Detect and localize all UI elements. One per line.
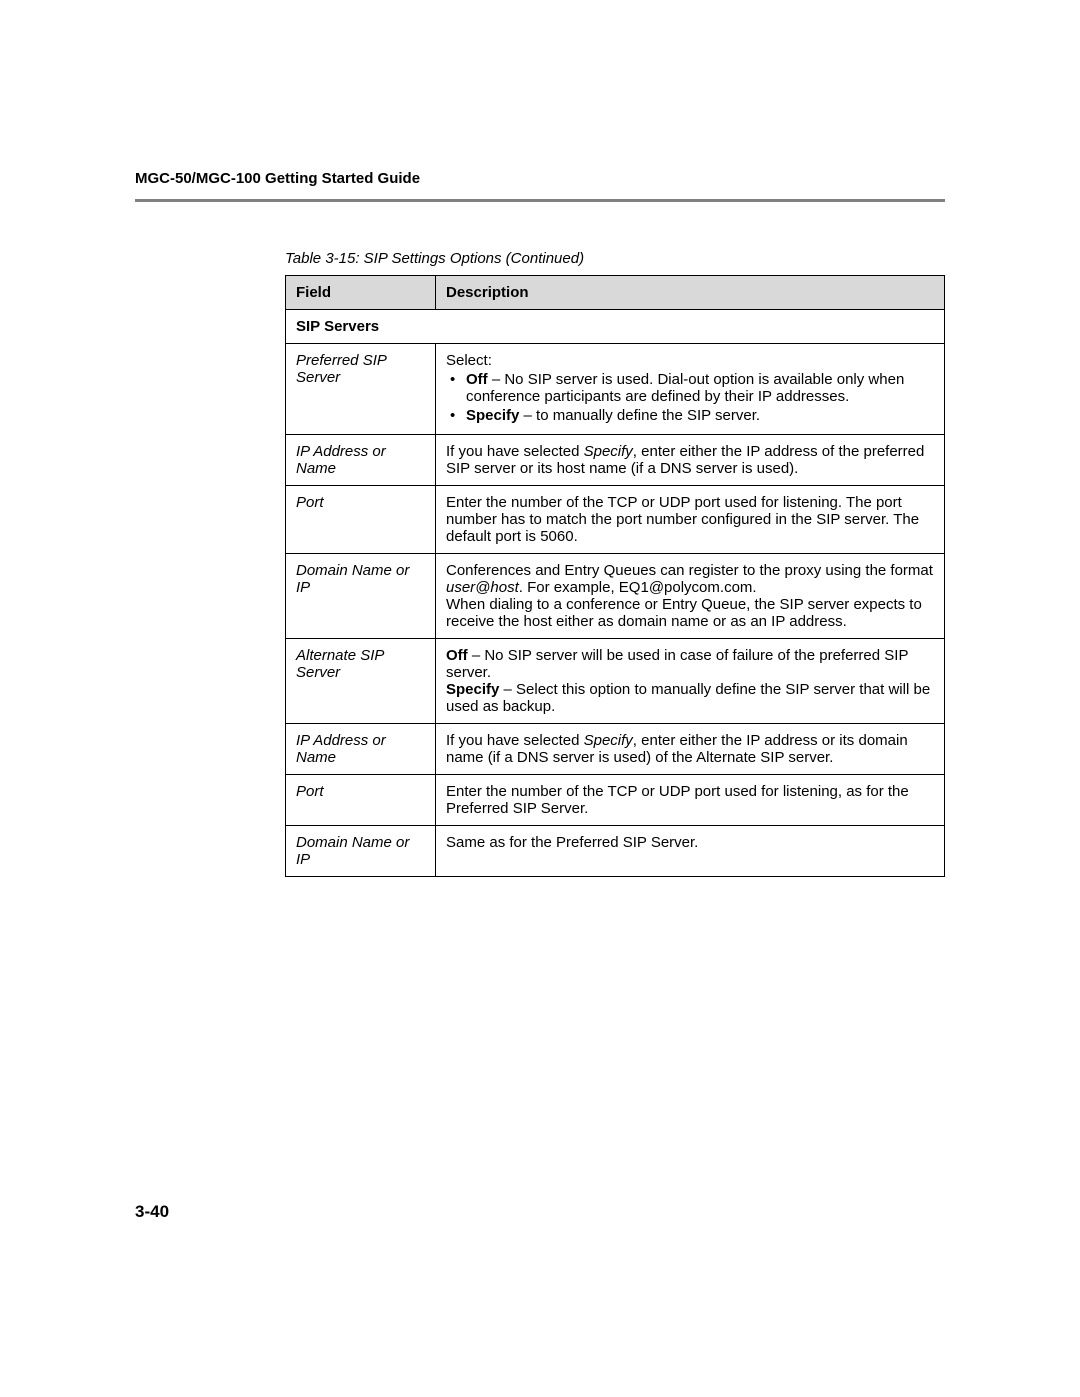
alt-specify-text: – Select this option to manually define … — [446, 681, 930, 715]
field-description: Same as for the Preferred SIP Server. — [436, 826, 945, 877]
alt-off-bold: Off — [446, 647, 468, 664]
row-domain-2: Domain Name or IP Same as for the Prefer… — [286, 826, 945, 877]
header-rule — [135, 199, 945, 202]
field-description: Select: Off – No SIP server is used. Dia… — [436, 344, 945, 435]
part1: If you have selected — [446, 443, 584, 460]
desc-line1: Conferences and Entry Queues can registe… — [446, 562, 934, 596]
intro-text: Select: — [446, 352, 934, 369]
field-description: Enter the number of the TCP or UDP port … — [436, 486, 945, 554]
col-field: Field — [286, 276, 436, 310]
field-name: Preferred SIP Server — [286, 344, 436, 435]
italic-specify: Specify — [584, 443, 633, 460]
alt-specify-bold: Specify — [446, 681, 499, 698]
row-preferred-sip-server: Preferred SIP Server Select: Off – No SI… — [286, 344, 945, 435]
table-header-row: Field Description — [286, 276, 945, 310]
option-off: Off – No SIP server is used. Dial-out op… — [446, 371, 934, 405]
option-list: Off – No SIP server is used. Dial-out op… — [446, 371, 934, 424]
field-description: Off – No SIP server will be used in case… — [436, 639, 945, 724]
row-ip-address-2: IP Address or Name If you have selected … — [286, 724, 945, 775]
desc-text: Enter the number of the TCP or UDP port … — [446, 494, 934, 545]
alt-off-text: – No SIP server will be used in case of … — [446, 647, 908, 681]
field-name: IP Address or Name — [286, 724, 436, 775]
field-name: IP Address or Name — [286, 435, 436, 486]
field-description: If you have selected Specify, enter eith… — [436, 724, 945, 775]
italic-userhost: user@host — [446, 579, 519, 596]
option-specify-text: – to manually define the SIP server. — [519, 407, 760, 424]
option-off-text: – No SIP server is used. Dial-out option… — [466, 371, 904, 405]
section-label: SIP Servers — [286, 310, 945, 344]
field-name: Alternate SIP Server — [286, 639, 436, 724]
table-caption: Table 3-15: SIP Settings Options (Contin… — [285, 250, 945, 267]
section-row-sip-servers: SIP Servers — [286, 310, 945, 344]
field-name: Domain Name or IP — [286, 826, 436, 877]
row-domain-1: Domain Name or IP Conferences and Entry … — [286, 554, 945, 639]
row-port-1: Port Enter the number of the TCP or UDP … — [286, 486, 945, 554]
col-description: Description — [436, 276, 945, 310]
part1: If you have selected — [446, 732, 584, 749]
page: MGC-50/MGC-100 Getting Started Guide Tab… — [0, 0, 1080, 1397]
part2: . For example, EQ1@polycom.com. — [519, 579, 757, 596]
row-port-2: Port Enter the number of the TCP or UDP … — [286, 775, 945, 826]
sip-options-table: Field Description SIP Servers Preferred … — [285, 275, 945, 877]
row-alternate-sip-server: Alternate SIP Server Off – No SIP server… — [286, 639, 945, 724]
option-specify: Specify – to manually define the SIP ser… — [446, 407, 934, 424]
desc-text: If you have selected Specify, enter eith… — [446, 732, 934, 766]
desc-text: If you have selected Specify, enter eith… — [446, 443, 934, 477]
field-name: Port — [286, 775, 436, 826]
field-description: If you have selected Specify, enter eith… — [436, 435, 945, 486]
option-off-bold: Off — [466, 371, 488, 388]
field-name: Domain Name or IP — [286, 554, 436, 639]
part1: Conferences and Entry Queues can registe… — [446, 562, 933, 579]
italic-specify: Specify — [584, 732, 633, 749]
field-description: Conferences and Entry Queues can registe… — [436, 554, 945, 639]
field-description: Enter the number of the TCP or UDP port … — [436, 775, 945, 826]
option-specify-bold: Specify — [466, 407, 519, 424]
document-header: MGC-50/MGC-100 Getting Started Guide — [135, 170, 945, 187]
desc-text: Enter the number of the TCP or UDP port … — [446, 783, 934, 817]
desc-line2: When dialing to a conference or Entry Qu… — [446, 596, 934, 630]
page-number: 3-40 — [135, 1202, 169, 1222]
content-area: Table 3-15: SIP Settings Options (Contin… — [135, 250, 945, 877]
alt-off-line: Off – No SIP server will be used in case… — [446, 647, 934, 681]
field-name: Port — [286, 486, 436, 554]
row-ip-address-1: IP Address or Name If you have selected … — [286, 435, 945, 486]
alt-specify-line: Specify – Select this option to manually… — [446, 681, 934, 715]
desc-text: Same as for the Preferred SIP Server. — [446, 834, 934, 851]
